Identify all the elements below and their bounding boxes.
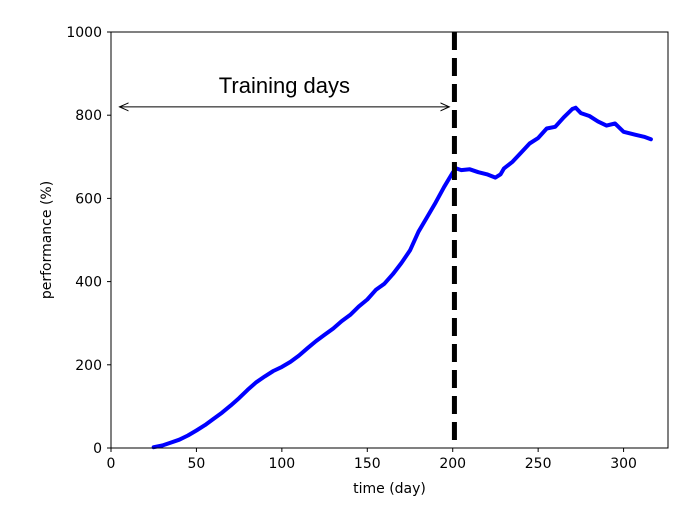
x-tick-label: 0 xyxy=(107,456,116,472)
x-tick-label: 150 xyxy=(354,456,381,472)
x-tick-label: 300 xyxy=(610,456,637,472)
x-tick-label: 50 xyxy=(188,456,206,472)
x-tick-label: 250 xyxy=(525,456,552,472)
x-axis-ticks: 0 50 100 150 200 250 300 xyxy=(107,448,637,472)
x-tick-label: 200 xyxy=(439,456,466,472)
y-axis-ticks: 0 200 400 600 800 1000 xyxy=(66,25,111,457)
training-days-label: Training days xyxy=(219,73,350,98)
y-tick-label: 1000 xyxy=(66,25,102,41)
y-tick-label: 600 xyxy=(75,191,102,207)
series-line xyxy=(151,105,653,450)
x-axis-label: time (day) xyxy=(353,481,426,497)
y-tick-label: 0 xyxy=(93,441,102,457)
plot-frame xyxy=(110,31,669,449)
y-tick-label: 200 xyxy=(75,358,102,374)
y-tick-label: 400 xyxy=(75,275,102,291)
y-tick-label: 800 xyxy=(75,108,102,124)
y-axis-label: performance (%) xyxy=(39,181,55,299)
x-tick-label: 100 xyxy=(268,456,295,472)
